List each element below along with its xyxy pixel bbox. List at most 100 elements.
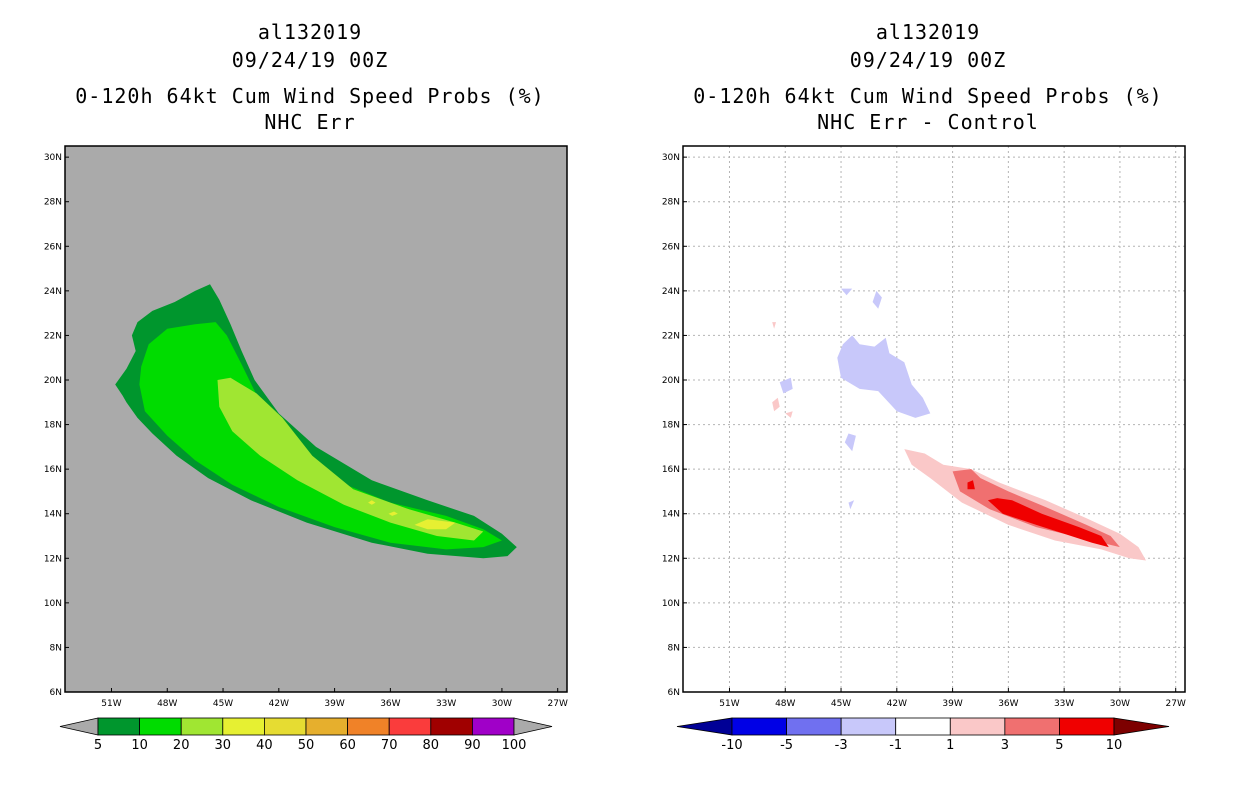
left-y-tick-label: 6N: [50, 688, 62, 698]
right-y-tick-label: 28N: [662, 198, 680, 208]
right-contour--1: [837, 335, 931, 418]
left-y-tick-label: 18N: [44, 421, 62, 431]
left-y-tick-label: 10N: [44, 599, 62, 609]
left-plot-frame: [64, 145, 568, 693]
right-y-tick-label: 8N: [668, 643, 680, 653]
right-colorbar-box: [1004, 717, 1060, 736]
left-colorbar-label: 5: [94, 738, 102, 753]
right-y-tick-label: 18N: [662, 421, 680, 431]
right-contour-5: [967, 480, 975, 490]
right-colorbar-label: -1: [889, 738, 902, 753]
left-x-tick-label: 48W: [157, 699, 177, 709]
right-x-tick-label: 30W: [1110, 699, 1130, 709]
left-x-tick-label: 27W: [548, 699, 568, 709]
right-colorbar-label: -5: [780, 738, 793, 753]
left-x-tick-label: 45W: [213, 699, 233, 709]
right-colorbar-label: 5: [1055, 738, 1063, 753]
right-colorbar-box: [840, 717, 897, 736]
left-y-tick-label: 12N: [44, 554, 62, 564]
left-title-block: al132019 09/24/19 00Z 0-120h 64kt Cum Wi…: [0, 18, 620, 134]
left-y-tick-label: 26N: [44, 242, 62, 252]
left-y-tick-label: 20N: [44, 376, 62, 386]
right-plot-frame: [682, 145, 1186, 693]
right-y-tick-label: 20N: [662, 376, 680, 386]
right-x-tick-label: 39W: [942, 699, 962, 709]
left-contour-30: [388, 511, 398, 516]
left-subtitle: NHC Err: [264, 110, 356, 134]
left-colorbar-label: 30: [215, 738, 232, 753]
right-x-tick-label: 27W: [1166, 699, 1186, 709]
right-colorbar-label: 1: [946, 738, 954, 753]
right-y-tick-label: 6N: [668, 688, 680, 698]
left-colorbar-label: 50: [298, 738, 315, 753]
right-x-tick-label: 48W: [775, 699, 795, 709]
right-storm-id: al132019: [875, 20, 981, 44]
left-colorbar-label: 90: [464, 738, 481, 753]
right-y-tick-label: 30N: [662, 153, 680, 163]
left-colorbar-label: 70: [381, 738, 398, 753]
right-y-tick-label: 16N: [662, 465, 680, 475]
right-contour--1: [848, 500, 855, 510]
right-y-tick-label: 12N: [662, 554, 680, 564]
right-y-tick-label: 22N: [662, 331, 680, 341]
right-contour--1: [872, 290, 882, 309]
left-x-tick-label: 51W: [101, 699, 121, 709]
right-colorbar-right-arrow: [1113, 717, 1170, 736]
right-x-tick-label: 42W: [887, 699, 907, 709]
left-y-tick-label: 22N: [44, 331, 62, 341]
right-contour-1: [772, 397, 780, 412]
right-product-title: 0-120h 64kt Cum Wind Speed Probs (%): [693, 84, 1163, 108]
right-contour-1: [785, 411, 793, 418]
left-y-tick-label: 28N: [44, 198, 62, 208]
left-y-tick-label: 8N: [50, 643, 62, 653]
right-x-tick-label: 33W: [1054, 699, 1074, 709]
right-y-tick-label: 14N: [662, 510, 680, 520]
left-colorbar-label: 80: [423, 738, 440, 753]
left-y-tick-label: 16N: [44, 465, 62, 475]
right-colorbar-box: [786, 717, 842, 736]
right-subtitle: NHC Err - Control: [817, 110, 1039, 134]
right-colorbar-label: 3: [1001, 738, 1009, 753]
left-colorbar-label: 60: [339, 738, 356, 753]
right-date: 09/24/19 00Z: [849, 48, 1007, 72]
left-colorbar-label: 40: [256, 738, 273, 753]
right-colorbar-box: [949, 717, 1006, 736]
right-colorbar-label: -10: [721, 738, 742, 753]
right-contour-1: [772, 322, 776, 329]
right-colorbar-box: [731, 717, 787, 736]
left-colorbar-label: 100: [502, 738, 527, 753]
right-y-tick-label: 10N: [662, 599, 680, 609]
right-colorbar-box: [1059, 717, 1115, 736]
right-title-block: al132019 09/24/19 00Z 0-120h 64kt Cum Wi…: [618, 18, 1236, 134]
left-x-tick-label: 30W: [492, 699, 512, 709]
left-y-tick-label: 30N: [44, 153, 62, 163]
left-storm-id: al132019: [257, 20, 363, 44]
left-y-tick-label: 24N: [44, 287, 62, 297]
left-contour-30: [368, 500, 376, 505]
right-x-tick-label: 45W: [831, 699, 851, 709]
left-x-tick-label: 39W: [324, 699, 344, 709]
right-y-tick-label: 26N: [662, 242, 680, 252]
left-x-tick-label: 33W: [436, 699, 456, 709]
left-y-tick-label: 14N: [44, 510, 62, 520]
left-contour-30: [414, 519, 456, 530]
right-colorbar-label: -3: [835, 738, 848, 753]
left-colorbar-label: 10: [131, 738, 148, 753]
left-colorbar-right-arrow: [513, 717, 553, 736]
right-colorbar-label: 10: [1106, 738, 1123, 753]
right-x-tick-label: 36W: [998, 699, 1018, 709]
right-contour--1: [841, 288, 853, 296]
left-x-tick-label: 36W: [380, 699, 400, 709]
right-contour--1: [844, 433, 856, 452]
right-plot-background: [683, 146, 1185, 692]
right-colorbar-box: [895, 717, 951, 736]
left-colorbar-label: 20: [173, 738, 190, 753]
left-product-title: 0-120h 64kt Cum Wind Speed Probs (%): [75, 84, 545, 108]
right-x-tick-label: 51W: [719, 699, 739, 709]
left-contour-20: [217, 377, 484, 541]
right-contour--1: [779, 377, 793, 394]
left-date: 09/24/19 00Z: [231, 48, 389, 72]
left-chart: 51W 48W 45W 42W 39W 36W 33W 30W 27W 6N 8N 10N 12N 14N…: [44, 145, 568, 753]
right-contour-5: [987, 498, 1109, 548]
